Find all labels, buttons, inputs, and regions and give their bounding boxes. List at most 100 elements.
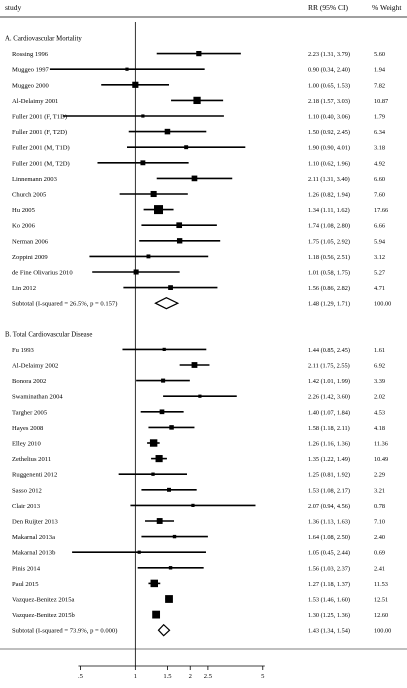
- study-ci-text: 1.35 (1.22, 1.49): [308, 456, 350, 463]
- point-dot: [161, 410, 163, 413]
- study-weight: 11.53: [374, 581, 388, 588]
- study-ci-text: 2.11 (1.31, 3.40): [308, 176, 350, 183]
- study-weight: 0.78: [374, 503, 385, 510]
- study-ci-text: 1.10 (0.62, 1.96): [308, 160, 350, 167]
- study-label: Vazquez-Benitez 2015b: [12, 612, 76, 619]
- x-tick-label: 1.5: [163, 673, 172, 680]
- study-label: Zethelius 2011: [12, 456, 51, 463]
- study-weight: 3.12: [374, 254, 385, 261]
- point-dot: [199, 395, 201, 398]
- study-weight: 1.61: [374, 347, 385, 354]
- study-ci-text: 0.90 (0.34, 2.40): [308, 67, 350, 74]
- study-weight: 1.79: [374, 114, 385, 121]
- point-dot: [163, 348, 166, 351]
- subtotal-diamond: [157, 623, 171, 637]
- study-label: Church 2005: [12, 192, 47, 199]
- study-weight: 4.18: [374, 425, 385, 432]
- study-ci-text: 1.30 (1.25, 1.36): [308, 612, 350, 619]
- point-dot: [170, 426, 173, 429]
- study-label: Makarnal 2013b: [12, 550, 56, 557]
- subtotal-label: Subtotal (I-squared = 26.5%, p = 0.157): [12, 301, 117, 308]
- study-label: Nerman 2006: [12, 238, 49, 245]
- study-weight: 2.41: [374, 565, 385, 572]
- study-ci-text: 1.01 (0.58, 1.75): [308, 270, 350, 277]
- study-label: de Fine Olivarius 2010: [12, 270, 73, 277]
- study-ci-text: 1.53 (1.08, 2.17): [308, 487, 350, 494]
- study-label: Targher 2005: [12, 409, 48, 416]
- point-dot: [178, 224, 181, 227]
- point-dot: [196, 99, 198, 102]
- study-ci-text: 1.00 (0.65, 1.53): [308, 82, 350, 89]
- study-weight: 6.66: [374, 223, 385, 230]
- study-weight: 7.82: [374, 82, 385, 89]
- study-weight: 4.71: [374, 285, 385, 292]
- study-ci-text: 1.40 (1.07, 1.84): [308, 409, 350, 416]
- study-ci-text: 1.56 (1.03, 2.37): [308, 565, 350, 572]
- point-dot: [147, 255, 150, 258]
- study-weight: 12.51: [374, 597, 388, 604]
- study-ci-text: 1.56 (0.86, 2.82): [308, 285, 350, 292]
- study-ci-text: 1.58 (1.18, 2.11): [308, 425, 350, 432]
- study-label: Vazquez-Benitez 2015a: [12, 597, 75, 604]
- header-weight-pct: %: [372, 3, 378, 12]
- study-weight: 11.36: [374, 441, 388, 448]
- study-weight: 5.94: [374, 238, 386, 245]
- study-ci-text: 1.64 (1.08, 2.50): [308, 534, 350, 541]
- study-weight: 17.66: [374, 207, 388, 214]
- x-tick-label: 2.5: [204, 673, 213, 680]
- group-title: A. Cardiovascular Mortality: [5, 36, 82, 43]
- point-dot: [126, 68, 128, 71]
- point-dot: [193, 364, 196, 366]
- study-weight: 0.69: [374, 550, 385, 557]
- point-dot: [158, 457, 161, 460]
- study-label: Fuller 2001 (F, T2D): [12, 129, 67, 136]
- study-weight: 3.18: [374, 145, 385, 152]
- subtotal-label: Subtotal (I-squared = 73.9%, p = 0.000): [12, 628, 117, 635]
- x-tick-label: 2: [189, 673, 192, 680]
- point-dot: [193, 177, 196, 180]
- study-label: Elley 2010: [12, 441, 41, 448]
- study-weight: 5.27: [374, 270, 385, 277]
- study-weight: 7.10: [374, 519, 385, 526]
- study-label: Lin 2012: [12, 285, 36, 292]
- study-ci-text: 2.07 (0.94, 4.56): [308, 503, 350, 510]
- study-ci-text: 1.25 (0.81, 1.92): [308, 472, 350, 479]
- study-label: Al-Delaimy 2001: [12, 98, 58, 105]
- study-ci-text: 1.44 (0.85, 2.45): [308, 347, 350, 354]
- study-weight: 2.02: [374, 394, 385, 401]
- study-label: Pinis 2014: [12, 565, 41, 572]
- point-dot: [138, 551, 141, 554]
- point-dot: [162, 379, 165, 382]
- study-label: Paul 2015: [12, 581, 39, 588]
- study-label: Hu 2005: [12, 207, 36, 214]
- study-label: Fu 1993: [12, 347, 35, 354]
- study-weight: 3.21: [374, 487, 385, 494]
- point-dot: [169, 566, 172, 569]
- study-label: Muggeo 2000: [12, 82, 50, 89]
- header-weight: Weight: [380, 3, 402, 12]
- study-weight: 4.53: [374, 409, 385, 416]
- study-ci-text: 1.26 (0.82, 1.94): [308, 192, 350, 199]
- study-label: Swaminathan 2004: [12, 394, 63, 401]
- subtotal-ci-text: 1.43 (1.34, 1.54): [308, 628, 350, 635]
- point-dot: [152, 473, 154, 476]
- study-weight: 6.92: [374, 363, 385, 370]
- point-dot: [168, 488, 170, 491]
- study-label: Fuller 2001 (M, T1D): [12, 145, 70, 152]
- study-weight: 3.39: [374, 378, 385, 385]
- study-weight: 2.29: [374, 472, 385, 479]
- point-dot: [152, 442, 155, 444]
- point-dot: [157, 208, 160, 211]
- study-ci-text: 1.90 (0.90, 4.01): [308, 145, 350, 152]
- x-tick-label: 1: [134, 673, 137, 680]
- study-label: Hayes 2008: [12, 425, 44, 432]
- point-dot: [168, 598, 170, 600]
- study-label: Rossing 1996: [12, 51, 49, 58]
- subtotal-ci-text: 1.48 (1.29, 1.71): [308, 301, 350, 308]
- study-ci-text: 1.36 (1.13, 1.63): [308, 519, 350, 526]
- study-weight: 10.87: [374, 98, 388, 105]
- point-dot: [158, 520, 161, 522]
- study-ci-text: 1.53 (1.46, 1.60): [308, 597, 350, 604]
- point-dot: [178, 239, 181, 242]
